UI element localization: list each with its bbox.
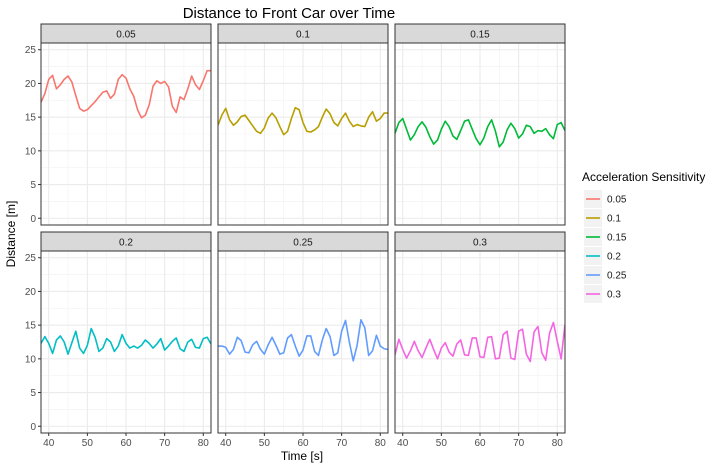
legend: Acceleration Sensitivity 0.05 0.1 0.15 0.2 0… — [582, 170, 705, 303]
y-tick-label: 0 — [30, 214, 36, 225]
facet-strip-label: 0.05 — [116, 30, 136, 41]
y-tick-label: 10 — [25, 146, 37, 157]
x-tick-label: 50 — [436, 438, 448, 449]
legend-item-0.25: 0.25 — [584, 266, 627, 284]
facet-panel-0.1: 0.1 — [217, 23, 389, 226]
facet-strip-label: 0.3 — [473, 238, 487, 249]
legend-title: Acceleration Sensitivity — [582, 170, 705, 184]
y-tick-label: 15 — [25, 321, 37, 332]
x-tick-label: 70 — [159, 438, 171, 449]
x-tick-label: 40 — [220, 438, 232, 449]
facet-strip-label: 0.1 — [296, 30, 310, 41]
legend-item-0.3: 0.3 — [584, 285, 621, 303]
y-tick-label: 25 — [25, 253, 37, 264]
legend-item-0.1: 0.1 — [584, 209, 621, 227]
x-tick-label: 60 — [120, 438, 132, 449]
facet-panel-0.15: 0.15 — [394, 23, 566, 226]
facet-strip-label: 0.2 — [119, 238, 133, 249]
x-tick-label: 70 — [513, 438, 525, 449]
y-tick-label: 10 — [25, 354, 37, 365]
y-tick-label: 15 — [25, 113, 37, 124]
x-tick-label: 40 — [43, 438, 55, 449]
legend-label: 0.3 — [607, 290, 621, 301]
x-tick-label: 80 — [375, 438, 387, 449]
facet-panel-0.3: 0.3 40 50 60 70 80 — [394, 231, 566, 449]
legend-label: 0.25 — [607, 271, 627, 282]
facet-panel-0.05: 0.05 0 5 10 15 20 25 — [25, 23, 212, 226]
panel-border — [394, 42, 566, 226]
legend-item-0.05: 0.05 — [584, 190, 627, 208]
legend-item-0.15: 0.15 — [584, 228, 627, 246]
series-line-0.2 — [41, 327, 211, 355]
y-tick-label: 5 — [30, 180, 36, 191]
legend-item-0.2: 0.2 — [584, 247, 621, 265]
y-axis-title: Distance [m] — [4, 201, 18, 268]
y-tick-label: 25 — [25, 45, 37, 56]
series-line-0.1 — [218, 106, 388, 136]
legend-label: 0.2 — [607, 252, 621, 263]
legend-label: 0.1 — [607, 214, 621, 225]
x-tick-label: 80 — [552, 438, 564, 449]
panel-border — [217, 42, 389, 226]
x-tick-label: 50 — [82, 438, 94, 449]
x-tick-label: 60 — [297, 438, 309, 449]
y-tick-label: 0 — [30, 422, 36, 433]
y-tick-label: 20 — [25, 287, 37, 298]
series-line-0.05 — [41, 69, 211, 119]
x-tick-label: 40 — [397, 438, 409, 449]
series-line-0.25 — [218, 318, 388, 362]
series-line-0.15 — [395, 117, 565, 148]
facet-panels: 0.05 0 5 10 15 20 25 0.1 0.15 0.2 0 5 10 15 20 25 40 50 60… — [25, 23, 566, 449]
x-tick-label: 70 — [336, 438, 348, 449]
series-line-0.3 — [395, 321, 565, 363]
legend-label: 0.15 — [607, 233, 627, 244]
x-tick-label: 50 — [259, 438, 271, 449]
facet-panel-0.25: 0.25 40 50 60 70 80 — [217, 231, 389, 449]
x-tick-label: 80 — [198, 438, 210, 449]
facet-strip-label: 0.25 — [293, 238, 313, 249]
panel-border — [40, 42, 212, 226]
y-tick-label: 20 — [25, 79, 37, 90]
x-tick-label: 60 — [474, 438, 486, 449]
facet-panel-0.2: 0.2 0 5 10 15 20 25 40 50 60 70 80 — [25, 231, 212, 449]
chart-title: Distance to Front Car over Time — [183, 5, 396, 22]
facet-strip-label: 0.15 — [470, 30, 490, 41]
y-tick-label: 5 — [30, 388, 36, 399]
legend-label: 0.05 — [607, 195, 627, 206]
x-axis-title: Time [s] — [281, 449, 323, 463]
